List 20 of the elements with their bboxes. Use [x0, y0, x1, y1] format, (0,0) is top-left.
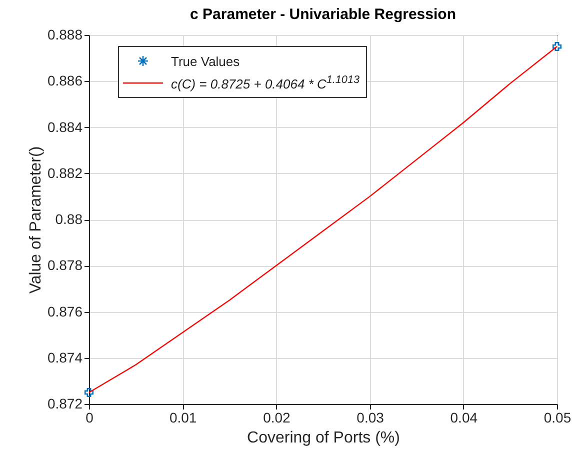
legend-label: c(C) = 0.8725 + 0.4064 * C$^{1.1013}$	[171, 74, 360, 92]
x-tick-label: 0	[86, 410, 94, 426]
x-tick-label: 0.04	[450, 410, 478, 426]
y-tick-label: 0.872	[47, 396, 83, 412]
y-tick-label: 0.888	[47, 26, 83, 42]
y-tick-label: 0.878	[47, 257, 83, 274]
y-tick-label: 0.88	[55, 211, 83, 227]
legend-label: True Values	[171, 54, 240, 68]
y-tick-label: 0.882	[47, 164, 83, 181]
x-axis-title: Covering of Ports (%)	[247, 430, 400, 446]
y-axis-title: Value of Parameter()	[27, 146, 44, 294]
y-tick-label: 0.876	[47, 303, 83, 320]
x-tick-label: 0.05	[544, 410, 572, 426]
chart-title: c Parameter - Univariable Regression	[190, 6, 456, 23]
x-tick-label: 0.02	[263, 410, 291, 426]
y-tick-label: 0.884	[47, 118, 83, 135]
x-tick-label: 0.01	[169, 410, 197, 426]
x-tick-label: 0.03	[356, 410, 384, 426]
y-tick-label: 0.886	[47, 72, 83, 89]
y-tick-label: 0.874	[47, 349, 83, 366]
